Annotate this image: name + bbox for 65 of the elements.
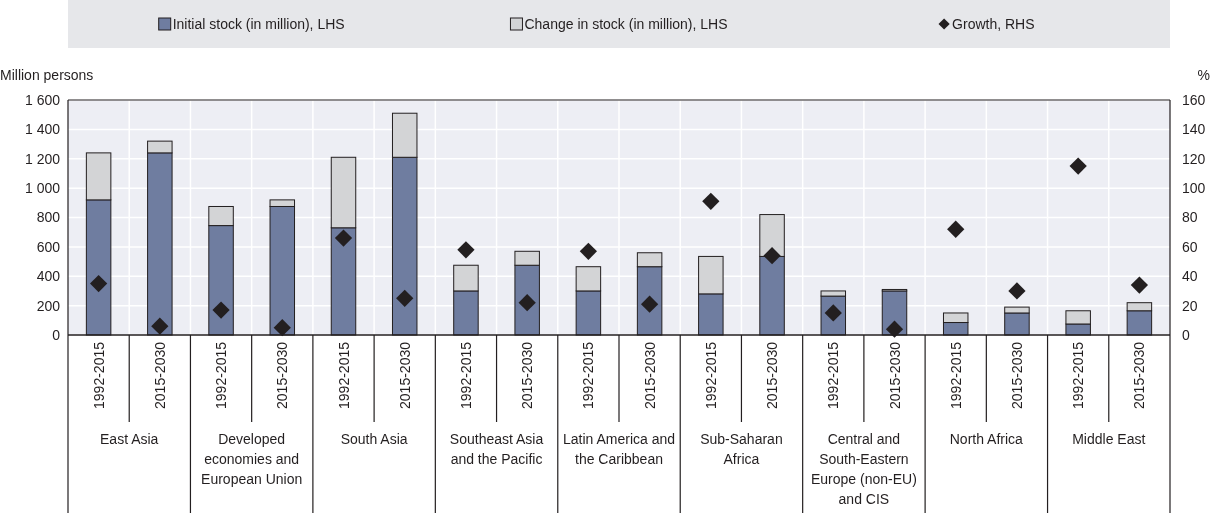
x-tick-label: 2015-2030 [151,341,168,409]
legend-label: Growth, RHS [952,16,1035,32]
point [1008,282,1026,300]
x-tick-label: 2015-2030 [274,341,291,409]
x-tick-label: 1992-2015 [825,341,842,409]
x-tick-label: 2015-2030 [1008,341,1025,409]
x-tick-label: 2015-2030 [764,341,781,409]
point [89,274,108,293]
x-tick-label: 1992-2015 [213,341,230,409]
text: Developed economies and European Union [201,431,303,487]
y2-tick-label: 160 [1182,91,1206,108]
point [457,241,475,259]
y-tick-label: 200 [36,297,61,314]
point [334,229,353,247]
x-tick-label: 2015-2030 [396,341,413,409]
y-tick-label: 1 600 [24,91,61,108]
point [396,289,414,307]
y-tick-label: 1 400 [24,121,61,138]
x-tick-label: 1992-2015 [1070,341,1087,409]
point [947,220,965,238]
y2-tick-label: 0 [1182,326,1190,343]
text: Sub-Saharan Africa [700,431,783,467]
y-axis-title: Million persons [0,67,94,83]
point [702,192,720,210]
x-tick-label: 1992-2015 [702,341,719,409]
text: South Asia [340,431,408,447]
point [212,301,230,319]
x-tick-label: 1992-2015 [90,341,107,409]
text: Middle East [1072,431,1146,447]
text: Latin America and the Caribbean [562,431,676,467]
x-tick-label: 2015-2030 [1131,341,1148,409]
x-tick-label: 1992-2015 [947,341,964,409]
y-tick-label: 0 [52,326,61,343]
point [1130,276,1149,294]
y2-tick-label: 40 [1182,268,1198,285]
y2-tick-label: 20 [1182,297,1198,314]
legend-label: Change in stock (in million), LHS [524,16,728,32]
y2-tick-label: 60 [1182,238,1198,255]
x-tick-label: 2015-2030 [519,341,536,409]
y-tick-label: 400 [36,268,61,285]
y2-tick-label: 100 [1182,180,1206,197]
text: Southeast Asia and the Pacific [449,431,544,467]
text: North Africa [949,431,1024,447]
x-tick-label: 1992-2015 [457,341,474,409]
y-tick-label: 1 000 [24,180,61,197]
y-tick-label: 600 [36,238,61,255]
point [1069,157,1087,175]
y-tick-label: 1 200 [24,150,61,167]
y2-tick-label: 80 [1182,209,1198,226]
y2-tick-label: 140 [1182,121,1206,138]
x-tick-label: 2015-2030 [641,341,658,409]
y2-axis-title: % [1197,67,1210,83]
x-tick-label: 1992-2015 [335,341,352,409]
point [763,247,781,265]
point [885,320,904,338]
x-tick-label: 1992-2015 [580,341,597,409]
point [151,317,169,335]
y2-tick-label: 120 [1182,150,1206,167]
text: East Asia [100,431,159,447]
point [579,242,598,260]
point [273,319,291,337]
text: Central and South-Eastern Europe (non-EU) and CIS [810,431,917,507]
legend-label: Initial stock (in million), LHS [172,16,345,32]
x-tick-label: 2015-2030 [886,341,903,409]
y-tick-label: 800 [36,209,61,226]
